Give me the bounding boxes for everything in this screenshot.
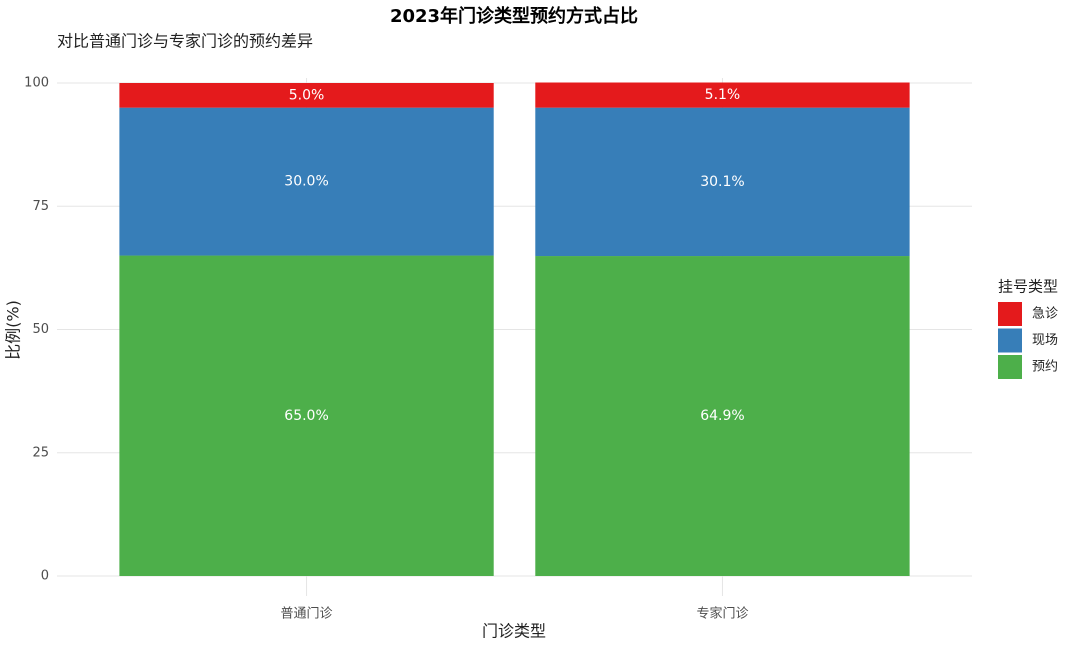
- legend-key: [998, 328, 1022, 353]
- bar-segment: [119, 107, 494, 256]
- y-axis-title: 比例(%): [4, 300, 23, 360]
- bar-segment: [119, 83, 494, 108]
- y-tick-label: 0: [41, 569, 49, 584]
- y-tick-label: 25: [32, 445, 49, 460]
- data-label: 5.1%: [705, 87, 741, 103]
- x-tick-label: 普通门诊: [281, 607, 333, 622]
- y-tick-label: 100: [24, 76, 49, 91]
- chart-subtitle: 对比普通门诊与专家门诊的预约差异: [57, 32, 313, 51]
- data-label: 64.9%: [700, 408, 744, 424]
- x-axis-title: 门诊类型: [482, 622, 546, 641]
- legend-label: 预约: [1032, 360, 1058, 375]
- bar-segment: [535, 107, 910, 257]
- legend-title: 挂号类型: [998, 278, 1058, 296]
- bar-segment: [535, 256, 910, 576]
- bar-segment: [119, 255, 494, 577]
- y-tick-label: 50: [32, 322, 49, 337]
- legend-key: [998, 302, 1022, 326]
- legend-label: 急诊: [1032, 307, 1058, 322]
- x-tick-label: 专家门诊: [696, 606, 748, 622]
- legend-label: 现场: [1032, 333, 1058, 348]
- data-label: 5.0%: [289, 87, 325, 103]
- data-label: 65.0%: [284, 408, 328, 424]
- data-label: 30.0%: [284, 174, 328, 190]
- data-label: 30.1%: [700, 174, 744, 190]
- y-tick-label: 75: [32, 199, 49, 214]
- chart-title: 2023年门诊类型预约方式占比: [390, 5, 638, 27]
- legend-key: [998, 355, 1022, 379]
- bar-segment: [535, 82, 910, 108]
